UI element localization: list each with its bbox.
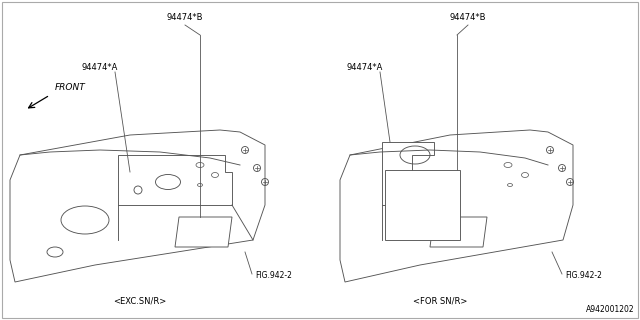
Text: 94474*B: 94474*B [450, 13, 486, 22]
Text: 94474*A: 94474*A [82, 63, 118, 72]
Polygon shape [175, 217, 232, 247]
Text: 94474*A: 94474*A [347, 63, 383, 72]
Text: 94474*B: 94474*B [167, 13, 204, 22]
Text: <FOR SN/R>: <FOR SN/R> [413, 297, 467, 306]
Polygon shape [118, 155, 232, 205]
Polygon shape [385, 170, 460, 240]
Polygon shape [340, 130, 573, 282]
Polygon shape [430, 217, 487, 247]
Text: FRONT: FRONT [55, 83, 86, 92]
Text: A942001202: A942001202 [586, 305, 635, 314]
Text: FIG.942-2: FIG.942-2 [565, 271, 602, 280]
Polygon shape [382, 142, 434, 205]
Polygon shape [10, 130, 265, 282]
Text: FIG.942-2: FIG.942-2 [255, 271, 292, 280]
Text: <EXC.SN/R>: <EXC.SN/R> [113, 297, 166, 306]
